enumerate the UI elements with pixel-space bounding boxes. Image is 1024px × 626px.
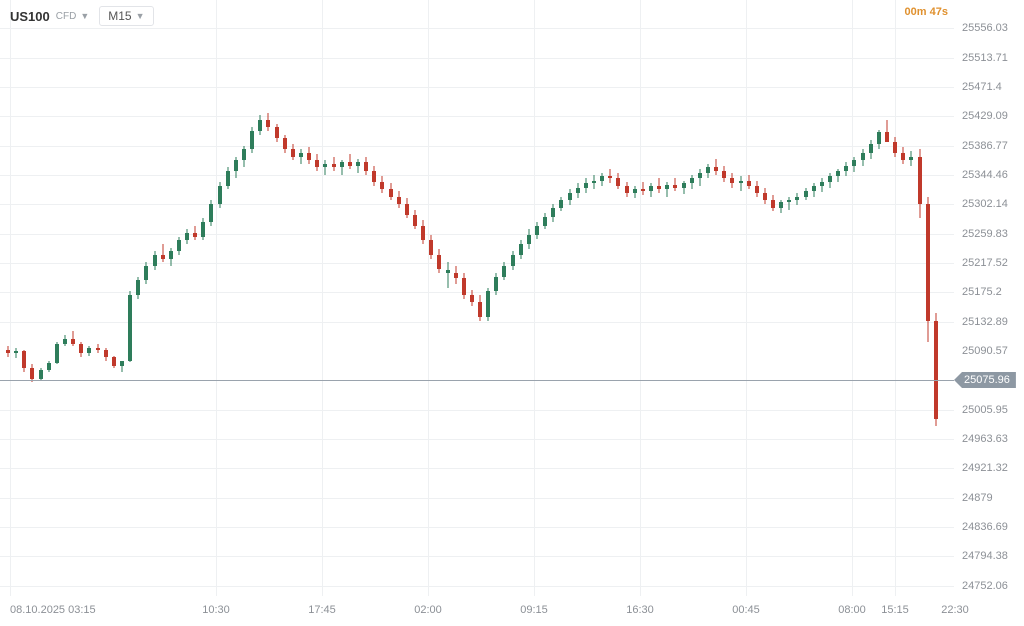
reference-price-line [0,380,954,381]
gridline-horizontal [0,263,954,264]
x-axis-label: 17:45 [308,604,336,616]
gridline-horizontal [0,292,954,293]
y-axis-label: 25513.71 [962,52,1008,64]
y-axis-label: 25005.95 [962,404,1008,416]
symbol-type-label: CFD [56,11,77,22]
x-axis-label: 09:15 [520,604,548,616]
x-axis-label: 08.10.2025 03:15 [10,604,96,616]
symbol-dropdown[interactable]: US100 CFD ▼ [10,9,89,24]
y-axis-label: 25429.09 [962,110,1008,122]
gridline-horizontal [0,498,954,499]
gridline-vertical [10,0,11,596]
gridline-vertical [322,0,323,596]
candlestick-plot-area[interactable] [0,0,954,626]
x-axis-label: 15:15 [881,604,909,616]
countdown-seconds: 47s [930,6,948,18]
candle-countdown-timer: 00m 47s [905,6,948,18]
x-axis: 08.10.2025 03:15 10:30 17:45 02:00 09:15… [0,598,954,626]
gridline-horizontal [0,116,954,117]
gridline-horizontal [0,175,954,176]
x-axis-label: 02:00 [414,604,442,616]
x-axis-label: 10:30 [202,604,230,616]
x-axis-label: 08:00 [838,604,866,616]
gridline-vertical [428,0,429,596]
chart-toolbar: US100 CFD ▼ M15 ▼ [10,6,154,26]
y-axis-label: 24963.63 [962,433,1008,445]
y-axis-label: 24879 [962,492,993,504]
y-axis-label: 25175.2 [962,286,1002,298]
x-axis-label: 22:30 [941,604,969,616]
gridline-horizontal [0,322,954,323]
y-axis-label: 25386.77 [962,140,1008,152]
timeframe-chevron-icon: ▼ [136,11,145,21]
y-axis-label: 25556.03 [962,22,1008,34]
gridline-vertical [216,0,217,596]
gridline-vertical [534,0,535,596]
gridline-vertical [640,0,641,596]
x-axis-label: 00:45 [732,604,760,616]
y-axis-label: 25471.4 [962,81,1002,93]
gridline-horizontal [0,204,954,205]
gridline-horizontal [0,586,954,587]
y-axis-label: 24836.69 [962,521,1008,533]
current-price-badge: 25075.96 [954,372,1016,388]
gridline-horizontal [0,87,954,88]
timeframe-dropdown[interactable]: M15 ▼ [99,6,153,26]
gridline-horizontal [0,556,954,557]
gridline-horizontal [0,234,954,235]
y-axis-label: 25217.52 [962,257,1008,269]
gridline-horizontal [0,58,954,59]
gridline-horizontal [0,28,954,29]
gridline-horizontal [0,468,954,469]
y-axis-label: 25344.46 [962,169,1008,181]
countdown-minutes: 00m [905,6,927,18]
gridline-horizontal [0,527,954,528]
y-axis-label: 25090.57 [962,345,1008,357]
y-axis: 25556.03 25513.71 25471.4 25429.09 25386… [954,0,1024,596]
y-axis-label: 24794.38 [962,550,1008,562]
y-axis-label: 24921.32 [962,462,1008,474]
timeframe-label: M15 [108,9,131,23]
gridline-horizontal [0,439,954,440]
gridline-horizontal [0,146,954,147]
y-axis-label: 25259.83 [962,228,1008,240]
x-axis-label: 16:30 [626,604,654,616]
gridline-horizontal [0,410,954,411]
symbol-label: US100 [10,9,50,24]
trading-chart-window: US100 CFD ▼ M15 ▼ [0,0,1024,626]
gridline-vertical [852,0,853,596]
gridline-vertical [895,0,896,596]
symbol-chevron-icon: ▼ [80,11,89,21]
y-axis-label: 24752.06 [962,580,1008,592]
gridline-vertical [746,0,747,596]
y-axis-label: 25302.14 [962,198,1008,210]
y-axis-label: 25132.89 [962,316,1008,328]
